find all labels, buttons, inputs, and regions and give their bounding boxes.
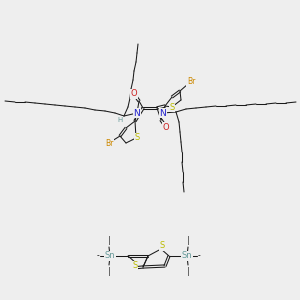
Text: S: S <box>134 134 140 142</box>
Text: |: | <box>108 236 110 245</box>
Text: -: - <box>96 251 99 260</box>
Text: |: | <box>187 236 189 245</box>
Text: N: N <box>134 109 140 118</box>
Text: S: S <box>159 242 165 250</box>
Text: Sn: Sn <box>182 251 192 260</box>
Text: O: O <box>163 122 169 131</box>
Text: -: - <box>198 251 201 260</box>
Text: S: S <box>132 262 138 271</box>
Text: Br: Br <box>187 77 195 86</box>
Text: |: | <box>108 267 110 276</box>
Text: Br: Br <box>105 140 113 148</box>
Text: N: N <box>160 109 167 118</box>
Text: S: S <box>169 103 175 112</box>
Text: H: H <box>117 117 123 123</box>
Text: Sn: Sn <box>105 251 115 260</box>
Text: O: O <box>131 89 137 98</box>
Text: |: | <box>187 267 189 276</box>
